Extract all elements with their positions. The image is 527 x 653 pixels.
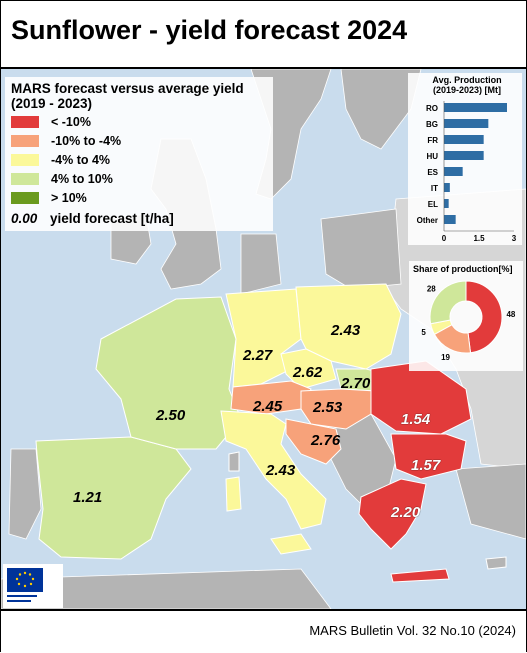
legend-value-sample: 0.00 — [11, 211, 38, 226]
x-tick-label: 1.5 — [473, 234, 485, 243]
region-crete — [390, 568, 450, 583]
production-bar — [444, 199, 449, 208]
map-area: 1.21 2.50 2.27 2.43 2.62 2.70 2.45 2.53 … — [1, 69, 526, 609]
region-bulgaria — [390, 433, 467, 480]
bar-category-label: FR — [427, 136, 438, 145]
region-corsica — [228, 451, 240, 472]
production-title-line1: Avg. Production — [432, 75, 502, 85]
legend-label: -10% to -4% — [51, 134, 122, 148]
region-italy — [220, 410, 327, 530]
x-tick-label: 3 — [512, 234, 517, 243]
yield-label-greece: 2.20 — [391, 504, 421, 521]
pie-slice-label: 5 — [421, 328, 426, 337]
pie-slice-label: 28 — [427, 284, 436, 293]
legend-title-line2: (2019 - 2023) — [11, 96, 93, 111]
page-title: Sunflower - yield forecast 2024 — [11, 15, 408, 45]
legend-label: > 10% — [51, 191, 87, 205]
land-turkey — [455, 463, 526, 540]
region-croatia — [285, 418, 342, 465]
yield-label-italy: 2.43 — [266, 462, 296, 479]
production-bar — [444, 183, 450, 192]
map-canvas — [1, 69, 526, 609]
region-cyprus — [485, 556, 507, 570]
production-title-line2: (2019-2023) [Mt] — [432, 85, 502, 95]
land-north-africa — [1, 568, 332, 609]
production-panel: Avg. Production (2019-2023) [Mt] RO BG FR H… — [408, 73, 522, 245]
region-hungary — [300, 388, 377, 430]
yield-label-slovakia: 2.70 — [341, 375, 371, 392]
legend-title: MARS forecast versus average yield (2019… — [11, 81, 244, 111]
region-czechia — [280, 348, 337, 390]
bar-category-label: HU — [426, 152, 438, 161]
legend-swatch — [11, 135, 39, 147]
legend-label: 4% to 10% — [51, 172, 113, 186]
region-greece — [358, 478, 427, 550]
production-bar — [444, 151, 484, 160]
yield-label-romania: 1.54 — [401, 411, 431, 428]
bar-category-label: Other — [417, 216, 438, 225]
footer: MARS Bulletin Vol. 32 No.10 (2024) — [1, 609, 526, 653]
bar-category-label: EL — [428, 200, 438, 209]
yield-label-germany: 2.27 — [243, 347, 273, 364]
region-sardinia — [225, 476, 242, 512]
yield-label-czechia: 2.62 — [293, 364, 323, 381]
x-tick-label: 0 — [442, 234, 447, 243]
legend-swatch — [11, 192, 39, 204]
production-bar — [444, 103, 507, 112]
legend-swatch — [11, 116, 39, 128]
legend-label: < -10% — [51, 115, 91, 129]
land-baltic — [320, 208, 402, 290]
pie-slice — [465, 280, 503, 354]
legend-label: -4% to 4% — [51, 153, 111, 167]
title-bar: Sunflower - yield forecast 2024 — [1, 1, 526, 69]
production-bar-chart: RO BG FR HU ES IT EL Other 0 1.5 3 — [417, 101, 517, 243]
production-bar — [444, 135, 484, 144]
legend-swatch — [11, 154, 39, 166]
share-title: Share of production[%] — [413, 264, 513, 274]
bar-category-label: ES — [427, 168, 438, 177]
footer-text: MARS Bulletin Vol. 32 No.10 (2024) — [309, 623, 516, 638]
eu-logo — [3, 564, 63, 608]
legend-title-line1: MARS forecast versus average yield — [11, 81, 244, 96]
yield-label-hungary: 2.53 — [313, 399, 343, 416]
yield-label-spain: 1.21 — [73, 489, 103, 506]
legend-value-label: yield forecast [t/ha] — [50, 211, 174, 226]
production-bar — [444, 119, 489, 128]
region-france — [95, 296, 242, 450]
production-bar — [444, 215, 456, 224]
land-finland-area — [340, 69, 422, 150]
pie-slice — [429, 280, 467, 325]
pie-slice-label: 48 — [506, 310, 515, 319]
share-panel: Share of production[%] 48 19 5 28 — [409, 261, 523, 371]
legend: MARS forecast versus average yield (2019… — [5, 77, 273, 231]
region-spain — [35, 436, 192, 560]
bar-category-label: RO — [426, 104, 438, 113]
bar-category-label: IT — [431, 184, 438, 193]
eu-flag-icon — [7, 568, 43, 602]
yield-label-poland: 2.43 — [331, 322, 361, 339]
land-denmark-benelux — [240, 233, 282, 295]
production-bar — [444, 167, 463, 176]
yield-label-bulgaria: 1.57 — [411, 457, 441, 474]
bar-category-label: BG — [426, 120, 438, 129]
yield-label-croatia: 2.76 — [311, 432, 341, 449]
land-portugal — [8, 448, 42, 540]
yield-label-france: 2.50 — [156, 407, 186, 424]
legend-swatch — [11, 173, 39, 185]
region-sicily — [270, 533, 312, 555]
production-title: Avg. Production (2019-2023) [Mt] — [412, 75, 522, 95]
yield-label-austria: 2.45 — [253, 398, 283, 415]
share-pie-chart: 48 19 5 28 — [421, 280, 516, 362]
pie-slice-label: 19 — [441, 353, 450, 362]
